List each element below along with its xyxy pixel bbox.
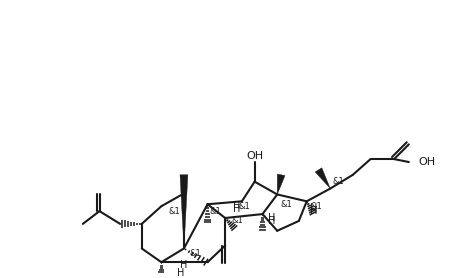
Polygon shape: [315, 168, 330, 188]
Text: &1: &1: [239, 202, 251, 211]
Text: &1: &1: [311, 202, 322, 211]
Text: H: H: [233, 204, 241, 214]
Polygon shape: [180, 175, 188, 249]
Text: &1: &1: [210, 207, 221, 216]
Text: H: H: [310, 206, 317, 216]
Text: &1: &1: [190, 249, 202, 258]
Text: &1: &1: [168, 207, 180, 216]
Text: OH: OH: [246, 151, 263, 161]
Text: &1: &1: [280, 200, 292, 209]
Text: H: H: [177, 268, 185, 278]
Text: &1: &1: [332, 177, 344, 186]
Polygon shape: [277, 174, 285, 194]
Text: H: H: [268, 213, 275, 223]
Text: OH: OH: [419, 157, 436, 167]
Text: H: H: [268, 216, 275, 226]
Text: H: H: [310, 203, 317, 213]
Text: H: H: [233, 201, 241, 211]
Text: H: H: [180, 260, 188, 270]
Text: &1: &1: [231, 217, 243, 225]
